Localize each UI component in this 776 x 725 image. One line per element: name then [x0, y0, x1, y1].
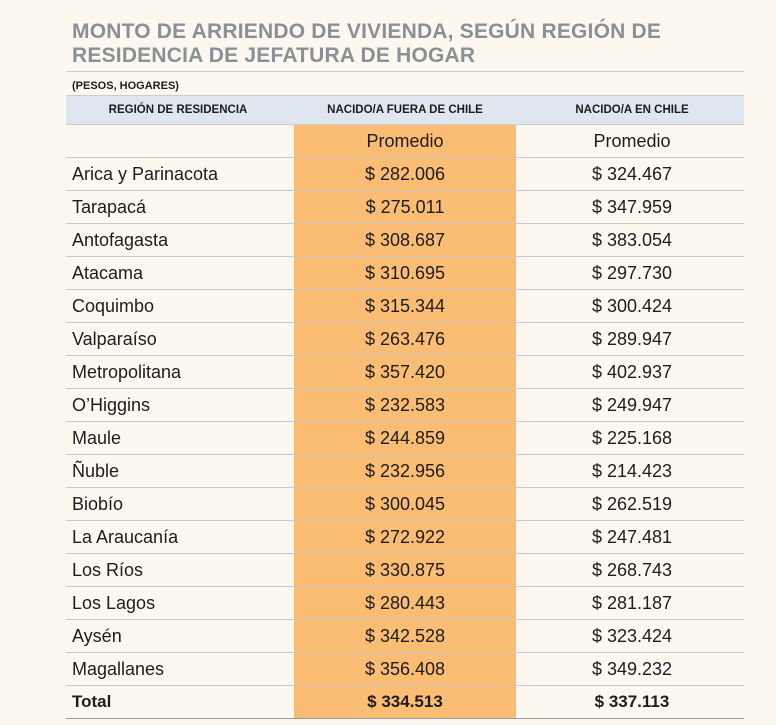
region-name-cell: Maule	[72, 427, 122, 448]
header-region: REGIÓN DE RESIDENCIA	[108, 104, 248, 116]
born-abroad-cell: $ 308.687	[364, 229, 446, 250]
figure-title: MONTO DE ARRIENDO DE VIVIENDA, SEGÚN REG…	[72, 20, 662, 67]
region-name-cell: Antofagasta	[72, 229, 169, 250]
born-abroad-cell: $ 330.875	[364, 559, 446, 580]
table-header: REGIÓN DE RESIDENCIA NACIDO/A FUERA DE C…	[66, 95, 744, 125]
total-label: Total	[72, 692, 112, 711]
total-born-chile: $ 337.113	[594, 692, 670, 711]
born-abroad-cell: $ 315.344	[364, 295, 446, 316]
region-name-cell: Biobío	[72, 493, 124, 514]
figure-subtitle: (PESOS, HOGARES)	[72, 80, 179, 92]
born-abroad-cell: $ 282.006	[364, 163, 446, 184]
born-abroad-cell: $ 300.045	[364, 493, 446, 514]
born-chile-cell: $ 262.519	[591, 493, 673, 514]
born-abroad-cell: $ 232.956	[364, 460, 446, 481]
born-chile-cell: $ 281.187	[591, 592, 673, 613]
header-born-chile: NACIDO/A EN CHILE	[575, 104, 689, 116]
header-born-abroad: NACIDO/A FUERA DE CHILE	[327, 104, 483, 116]
table-row: Valparaíso $ 263.476 $ 289.947	[66, 323, 744, 356]
born-chile-cell: $ 383.054	[591, 229, 673, 250]
born-abroad-cell: $ 280.443	[364, 592, 446, 613]
region-name-cell: Valparaíso	[72, 328, 157, 349]
subheader-promedio-chile: Promedio	[593, 130, 671, 151]
table-row: Atacama $ 310.695 $ 297.730	[66, 257, 744, 290]
born-chile-cell: $ 324.467	[591, 163, 673, 184]
table-row: Magallanes $ 356.408 $ 349.232	[66, 653, 744, 686]
subheader-row: Promedio Promedio	[66, 125, 744, 158]
table-figure: MONTO DE ARRIENDO DE VIVIENDA, SEGÚN REG…	[66, 20, 744, 719]
total-row: Total $ 334.513 $ 337.113	[66, 686, 744, 719]
born-abroad-cell: $ 275.011	[365, 196, 445, 217]
born-chile-cell: $ 249.947	[591, 394, 673, 415]
born-chile-cell: $ 323.424	[591, 625, 673, 646]
born-abroad-cell: $ 310.695	[364, 262, 446, 283]
table-row: La Araucanía $ 272.922 $ 247.481	[66, 521, 744, 554]
region-name-cell: Tarapacá	[72, 196, 147, 217]
region-name-cell: Arica y Parinacota	[72, 163, 219, 184]
born-chile-cell: $ 297.730	[591, 262, 673, 283]
region-name-cell: Aysén	[72, 625, 122, 646]
born-chile-cell: $ 225.168	[591, 427, 673, 448]
region-name-cell: Magallanes	[72, 658, 165, 679]
table-row: Antofagasta $ 308.687 $ 383.054	[66, 224, 744, 257]
born-abroad-cell: $ 272.922	[364, 526, 446, 547]
table-row: Coquimbo $ 315.344 $ 300.424	[66, 290, 744, 323]
table-row: Aysén $ 342.528 $ 323.424	[66, 620, 744, 653]
table-row: Los Lagos $ 280.443 $ 281.187	[66, 587, 744, 620]
region-name-cell: Coquimbo	[72, 295, 155, 316]
born-abroad-cell: $ 244.859	[364, 427, 446, 448]
highlight-column	[294, 125, 516, 719]
born-chile-cell: $ 347.959	[591, 196, 673, 217]
region-name-cell: Los Ríos	[72, 559, 144, 580]
table-body: Promedio Promedio Arica y Parinacota $ 28…	[66, 125, 744, 719]
region-name-cell: Metropolitana	[72, 361, 182, 382]
region-name-cell: O’Higgins	[72, 394, 151, 415]
table-row: Ñuble $ 232.956 $ 214.423	[66, 455, 744, 488]
table-row: O’Higgins $ 232.583 $ 249.947	[66, 389, 744, 422]
table-row: Arica y Parinacota $ 282.006 $ 324.467	[66, 158, 744, 191]
total-born-abroad: $ 334.513	[367, 692, 443, 711]
table-row: Maule $ 244.859 $ 225.168	[66, 422, 744, 455]
born-chile-cell: $ 300.424	[591, 295, 673, 316]
born-abroad-cell: $ 232.583	[364, 394, 446, 415]
region-name-cell: Ñuble	[72, 460, 120, 481]
born-chile-cell: $ 289.947	[591, 328, 673, 349]
born-abroad-cell: $ 357.420	[364, 361, 446, 382]
subheader-promedio-abroad: Promedio	[366, 130, 444, 151]
born-chile-cell: $ 247.481	[591, 526, 673, 547]
title-divider	[66, 71, 744, 72]
table-row: Metropolitana $ 357.420 $ 402.937	[66, 356, 744, 389]
region-name-cell: Los Lagos	[72, 592, 156, 613]
born-chile-cell: $ 349.232	[591, 658, 673, 679]
born-chile-cell: $ 214.423	[591, 460, 673, 481]
born-abroad-cell: $ 356.408	[364, 658, 446, 679]
region-name-cell: La Araucanía	[72, 526, 179, 547]
born-chile-cell: $ 268.743	[591, 559, 673, 580]
table-row: Biobío $ 300.045 $ 262.519	[66, 488, 744, 521]
table-row: Los Ríos $ 330.875 $ 268.743	[66, 554, 744, 587]
born-chile-cell: $ 402.937	[591, 361, 673, 382]
born-abroad-cell: $ 342.528	[364, 625, 446, 646]
born-abroad-cell: $ 263.476	[364, 328, 446, 349]
table-row: Tarapacá $ 275.011 $ 347.959	[66, 191, 744, 224]
region-name-cell: Atacama	[72, 262, 144, 283]
